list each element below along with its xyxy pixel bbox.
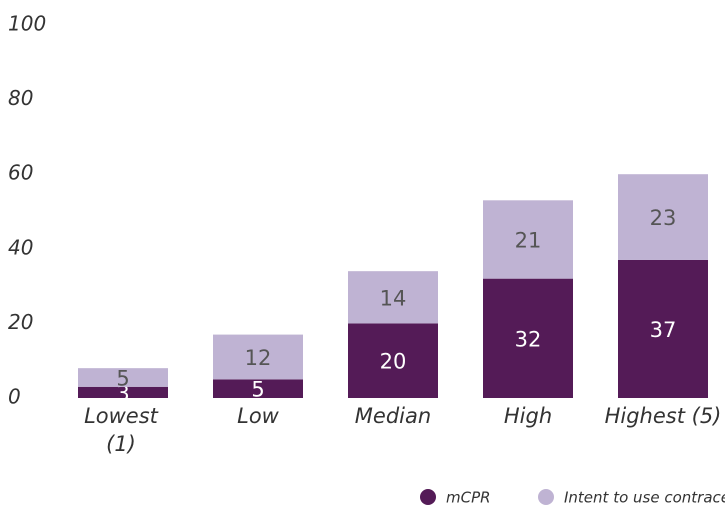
bar-segment — [78, 368, 168, 387]
bar-segment — [483, 200, 573, 279]
x-tick-label: Low — [237, 404, 279, 428]
bar-segment — [348, 271, 438, 324]
bar-segment — [618, 259, 708, 398]
x-tick-label: Median — [354, 404, 432, 428]
bar-segment — [348, 323, 438, 398]
y-tick-label: 40 — [8, 235, 33, 259]
x-tick-label: High — [503, 404, 553, 428]
data-label: 20 — [380, 350, 407, 374]
bar-segment — [78, 386, 168, 398]
legend-marker — [538, 489, 554, 505]
data-label: 32 — [515, 327, 542, 351]
bar-segment — [213, 334, 303, 380]
legend-label: Intent to use contraception — [564, 489, 725, 507]
data-label: 21 — [515, 228, 542, 252]
data-label: 5 — [116, 366, 129, 390]
data-label: 14 — [380, 286, 407, 310]
bar-segment — [483, 278, 573, 398]
x-tick-label: Highest (5) — [604, 404, 722, 428]
data-label: 5 — [251, 378, 264, 402]
y-tick-label: 0 — [8, 385, 21, 409]
bar-segment — [213, 379, 303, 398]
y-tick-label: 80 — [8, 86, 33, 110]
x-tick-label: Lowest (1) — [84, 404, 158, 456]
y-tick-label: 100 — [8, 12, 46, 36]
data-label: 37 — [650, 318, 677, 342]
legend-marker — [420, 489, 436, 505]
data-label: 3 — [116, 381, 129, 405]
bar-segment — [618, 174, 708, 260]
data-label: 12 — [245, 346, 272, 370]
y-tick-label: 20 — [8, 310, 33, 334]
y-tick-label: 60 — [8, 161, 33, 185]
data-label: 23 — [650, 206, 677, 230]
legend-label: mCPR — [446, 489, 491, 507]
